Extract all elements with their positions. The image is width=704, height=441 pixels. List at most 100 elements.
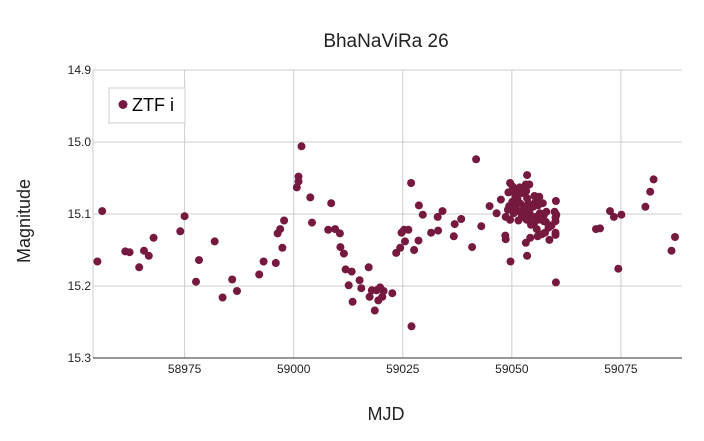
- data-point: [407, 322, 416, 331]
- data-point: [355, 276, 364, 285]
- data-point: [472, 155, 481, 164]
- data-point: [545, 235, 554, 244]
- data-point: [433, 212, 442, 221]
- data-point: [135, 263, 144, 272]
- data-point: [523, 171, 532, 180]
- data-point: [506, 257, 515, 266]
- y-tick-label: 15.0: [68, 135, 92, 149]
- data-point: [93, 257, 102, 266]
- data-point: [606, 207, 614, 216]
- data-point: [140, 246, 148, 255]
- data-point: [336, 243, 345, 252]
- data-point: [551, 230, 560, 239]
- data-point: [538, 199, 547, 208]
- data-point: [485, 202, 494, 211]
- data-point: [438, 207, 447, 216]
- data-point: [492, 209, 501, 218]
- data-point: [414, 236, 423, 245]
- data-point: [551, 217, 560, 226]
- data-point: [233, 287, 241, 295]
- y-tick-label: 14.9: [68, 63, 92, 77]
- data-point: [525, 180, 534, 189]
- data-point: [327, 199, 336, 208]
- legend-label: ZTF i: [132, 95, 174, 115]
- data-point: [552, 210, 561, 219]
- data-points: [93, 142, 679, 331]
- data-point: [180, 212, 189, 221]
- data-point: [365, 292, 374, 301]
- data-point: [468, 243, 477, 252]
- x-tick-label: 59050: [495, 362, 529, 376]
- data-point: [280, 216, 289, 225]
- data-point: [278, 243, 287, 252]
- data-point: [294, 177, 303, 186]
- data-point: [407, 179, 416, 187]
- x-tick-label: 59000: [277, 362, 311, 376]
- data-point: [596, 224, 604, 233]
- data-point: [496, 195, 505, 204]
- x-tick-label: 58975: [168, 362, 202, 376]
- data-point: [501, 235, 510, 244]
- data-point: [477, 222, 486, 231]
- data-point: [551, 197, 560, 205]
- data-point: [98, 207, 107, 216]
- data-point: [506, 215, 515, 224]
- data-point: [341, 265, 350, 274]
- data-point: [532, 225, 541, 234]
- legend: ZTF i: [108, 87, 186, 124]
- data-point: [404, 225, 413, 234]
- data-point: [149, 233, 158, 242]
- data-point: [144, 251, 153, 260]
- data-point: [457, 215, 466, 223]
- data-point: [617, 210, 626, 219]
- data-point: [364, 263, 373, 272]
- data-point: [526, 233, 535, 242]
- data-point: [339, 249, 348, 258]
- data-point: [210, 237, 219, 246]
- data-point: [192, 277, 200, 286]
- data-point: [276, 225, 285, 234]
- data-point: [324, 225, 333, 234]
- data-point: [551, 278, 560, 287]
- data-point: [388, 289, 397, 298]
- data-point: [396, 243, 405, 252]
- y-tick-label: 15.3: [68, 351, 92, 365]
- data-point: [535, 192, 544, 201]
- data-point: [379, 287, 388, 295]
- data-point: [255, 270, 264, 279]
- data-point: [641, 202, 650, 211]
- data-point: [449, 232, 458, 241]
- data-point: [335, 229, 344, 238]
- data-point: [271, 259, 280, 267]
- data-point: [450, 220, 459, 229]
- data-point: [542, 207, 551, 216]
- data-point: [609, 212, 618, 221]
- y-axis-ticks: 14.9 15.0 15.1 15.2 15.3: [68, 63, 92, 365]
- data-point: [259, 257, 268, 266]
- data-point: [523, 251, 532, 260]
- data-point: [218, 293, 227, 302]
- data-point: [370, 306, 379, 315]
- data-point: [176, 227, 185, 236]
- data-point: [522, 187, 531, 195]
- legend-marker: [118, 100, 128, 109]
- data-point: [228, 275, 237, 284]
- data-point: [671, 233, 679, 241]
- chart-title: BhaNaViRa 26: [323, 31, 448, 52]
- x-tick-label: 59025: [386, 362, 420, 376]
- y-tick-label: 15.2: [68, 279, 92, 293]
- data-point: [418, 210, 427, 219]
- data-point: [667, 246, 676, 255]
- data-point: [649, 175, 658, 184]
- data-point: [195, 256, 203, 265]
- data-point: [410, 246, 419, 254]
- data-point: [308, 218, 316, 227]
- data-point: [357, 284, 366, 293]
- data-point: [344, 281, 353, 290]
- data-point: [646, 187, 655, 196]
- data-point: [348, 297, 357, 306]
- data-point: [614, 264, 623, 273]
- data-point: [125, 248, 134, 257]
- y-tick-label: 15.1: [68, 207, 92, 221]
